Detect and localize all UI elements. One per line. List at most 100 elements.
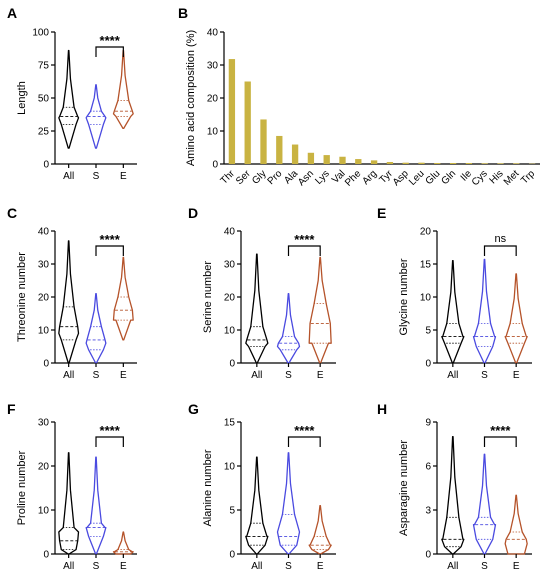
bar	[244, 81, 251, 164]
panel-label: C	[7, 205, 17, 221]
bar	[355, 159, 362, 164]
panel-f: F 0 10 20 30 Proline number All S E ****	[7, 401, 137, 572]
panel-e: E 0 5 10 15 20 Glycine number All S Ens	[377, 205, 532, 381]
significance-label: ****	[100, 423, 121, 438]
y-axis-title: Glycine number	[398, 258, 410, 335]
y-tick-label: 30	[38, 260, 50, 271]
y-tick-label: 15	[224, 418, 236, 429]
y-tick-label: 0	[43, 160, 49, 171]
bar	[370, 160, 378, 164]
x-tick-label: Trp	[519, 168, 537, 186]
x-tick-label: Lys	[313, 168, 332, 187]
x-tick-label: His	[488, 168, 506, 186]
x-tick-label: Arg	[360, 168, 379, 187]
panel-label: E	[377, 205, 386, 221]
violin	[504, 273, 528, 364]
x-tick-label: S	[93, 561, 100, 572]
violin	[58, 452, 80, 555]
x-tick-label: S	[481, 561, 488, 572]
x-tick-label: All	[63, 370, 74, 381]
significance-label: ****	[100, 33, 121, 48]
y-tick-label: 10	[420, 293, 432, 304]
y-tick-label: 6	[425, 462, 431, 473]
violin	[308, 256, 332, 364]
bar	[449, 163, 457, 164]
significance-label: ****	[100, 232, 121, 247]
significance-bracket	[287, 436, 321, 447]
panel-label: G	[188, 401, 199, 417]
violin	[441, 436, 465, 555]
significance-label: ns	[495, 233, 507, 245]
bar	[465, 163, 473, 164]
panel-label: H	[377, 401, 387, 417]
violin	[276, 452, 301, 555]
x-tick-label: E	[513, 370, 520, 381]
x-tick-label: Gly	[250, 168, 268, 186]
significance-bracket	[483, 245, 517, 256]
y-tick-label: 10	[224, 326, 236, 337]
y-tick-label: 0	[425, 359, 431, 370]
violin	[276, 293, 301, 364]
significance-bracket	[95, 436, 124, 447]
violin	[112, 531, 134, 555]
bar	[291, 144, 299, 164]
bar	[434, 163, 441, 164]
x-tick-label: E	[120, 561, 127, 572]
x-tick-label: E	[317, 561, 324, 572]
y-tick-label: 20	[38, 462, 50, 473]
bar	[260, 119, 267, 164]
bar	[323, 155, 330, 164]
bar	[276, 135, 283, 164]
bar	[339, 156, 346, 164]
y-tick-label: 20	[224, 293, 236, 304]
y-tick-label: 0	[425, 550, 431, 561]
violin	[472, 453, 497, 555]
y-tick-label: 100	[32, 28, 49, 39]
bar	[513, 163, 520, 164]
x-tick-label: Gln	[439, 168, 458, 187]
violin	[112, 49, 134, 130]
y-tick-label: 50	[38, 94, 50, 105]
y-tick-label: 40	[207, 28, 219, 39]
y-axis-title: Length	[16, 81, 28, 115]
y-tick-label: 30	[224, 260, 236, 271]
x-tick-label: All	[447, 561, 458, 572]
y-tick-label: 40	[224, 227, 236, 238]
bar	[386, 162, 394, 164]
y-axis-title: Asparagine number	[398, 440, 410, 536]
y-tick-label: 0	[229, 550, 235, 561]
y-tick-label: 0	[212, 160, 218, 171]
panel-label: B	[178, 5, 188, 21]
significance-bracket	[483, 436, 517, 447]
y-tick-label: 15	[420, 260, 432, 271]
y-tick-label: 25	[38, 127, 50, 138]
significance-bracket	[95, 245, 124, 256]
y-tick-label: 0	[43, 550, 49, 561]
x-tick-label: Thr	[219, 168, 238, 187]
bar	[307, 152, 315, 164]
violin	[245, 456, 269, 555]
x-tick-label: All	[251, 370, 262, 381]
y-tick-label: 0	[229, 359, 235, 370]
panel-h: H 0 3 6 9 Asparagine number All S E ****	[377, 401, 532, 572]
y-tick-label: 30	[207, 61, 219, 72]
y-tick-label: 0	[43, 359, 49, 370]
y-axis-title: Alanine number	[202, 449, 214, 526]
y-tick-label: 10	[38, 326, 50, 337]
violin	[58, 49, 80, 149]
x-tick-label: S	[285, 370, 292, 381]
violin	[504, 494, 528, 555]
panel-label: D	[188, 205, 198, 221]
y-tick-label: 20	[38, 293, 50, 304]
panel-label: F	[7, 401, 16, 417]
violin	[58, 240, 80, 364]
y-tick-label: 40	[38, 227, 50, 238]
x-tick-label: S	[93, 370, 100, 381]
x-tick-label: E	[120, 370, 127, 381]
x-tick-label: All	[63, 171, 74, 182]
significance-bracket	[287, 245, 321, 256]
significance-label: ****	[294, 423, 315, 438]
x-tick-label: S	[481, 370, 488, 381]
